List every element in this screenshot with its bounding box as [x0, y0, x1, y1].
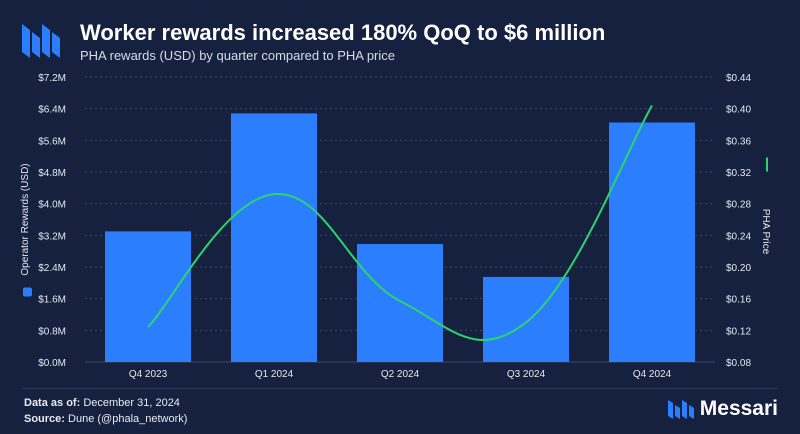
y-tick-label-right: $0.16 [726, 295, 751, 306]
bar-rewards [357, 244, 443, 362]
y-tick-label-left: $3.2M [38, 231, 66, 242]
x-tick-label: Q4 2023 [129, 369, 168, 380]
y-tick-label-left: $4.0M [38, 200, 66, 211]
y-tick-label-left: $0.8M [38, 326, 66, 337]
bar-rewards [231, 113, 317, 363]
data-date-value: December 31, 2024 [83, 397, 180, 409]
y-tick-label-left: $7.2M [38, 73, 66, 84]
y-tick-label-right: $0.20 [726, 263, 751, 274]
y-axis-label-left: Operator Rewards (USD) [20, 163, 31, 275]
line-pha-price [147, 104, 653, 341]
brand: Messari [667, 397, 778, 421]
brand-name: Messari [699, 397, 778, 420]
messari-logo-icon [22, 24, 60, 58]
data-source-label: Source: [24, 413, 65, 425]
y-tick-label-left: $2.4M [38, 263, 66, 274]
messari-brand-icon [667, 400, 694, 419]
x-tick-label: Q3 2024 [507, 369, 546, 380]
y-tick-label-right: $0.36 [726, 136, 751, 147]
bar-rewards [609, 122, 695, 362]
y-tick-label-left: $0.0M [38, 358, 66, 369]
y-axis-label-right: PHA Price [760, 209, 771, 255]
x-tick-label: Q2 2024 [381, 369, 420, 380]
y-tick-label-right: $0.40 [726, 105, 751, 116]
y-tick-label-right: $0.32 [726, 168, 751, 179]
bar-rewards [105, 231, 191, 362]
y-tick-label-right: $0.28 [726, 200, 751, 211]
y-tick-label-left: $5.6M [38, 136, 66, 147]
data-date-label: Data as of: [24, 397, 81, 409]
y-tick-label-left: $6.4M [38, 105, 66, 116]
legend-swatch-rewards [23, 287, 32, 297]
y-tick-label-right: $0.08 [726, 358, 751, 369]
y-tick-label-right: $0.44 [726, 73, 751, 84]
y-tick-label-left: $4.8M [38, 168, 66, 179]
x-tick-label: Q1 2024 [255, 369, 294, 380]
chart-subtitle: PHA rewards (USD) by quarter compared to… [80, 48, 396, 63]
data-source-value: Dune (@phala_network) [68, 413, 188, 425]
data-date: Data as of: December 31, 2024 [24, 397, 180, 409]
y-tick-label-right: $0.12 [726, 326, 751, 337]
y-tick-label-right: $0.24 [726, 231, 751, 242]
y-tick-label-left: $1.6M [38, 295, 66, 306]
x-tick-label: Q4 2024 [633, 369, 672, 380]
footer-divider [22, 388, 778, 389]
data-source: Source: Dune (@phala_network) [24, 413, 187, 425]
chart-title: Worker rewards increased 180% QoQ to $6 … [80, 20, 606, 45]
